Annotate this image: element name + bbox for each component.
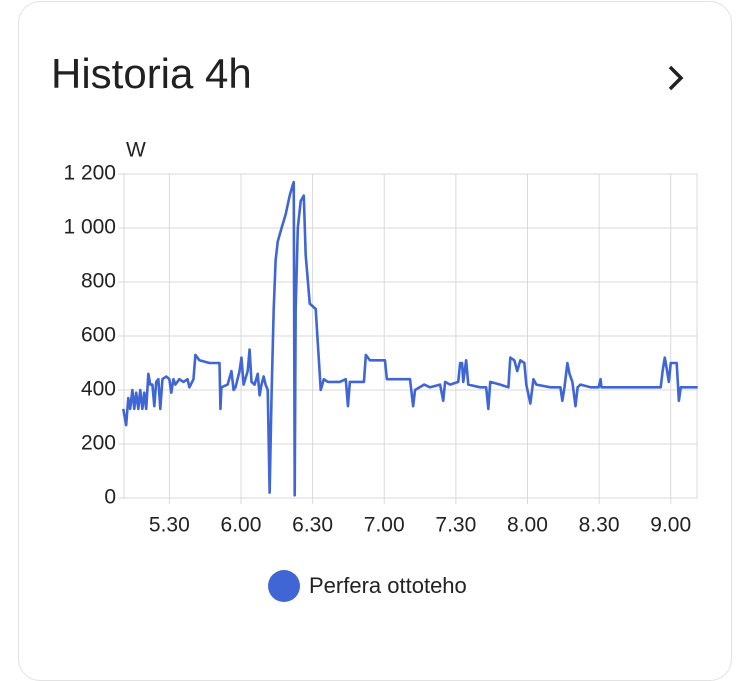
y-tick-label: 0 — [104, 486, 116, 509]
card-title: Historia 4h — [51, 50, 252, 97]
data-line — [121, 180, 698, 497]
y-tick-label: 600 — [81, 324, 116, 347]
y-tick-label: 800 — [81, 270, 116, 293]
page: Historia 4h W 0 200 400 600 800 1 000 1 200 5.3… — [18, 1, 732, 681]
x-tick-label: 6.30 — [292, 514, 333, 537]
history-card — [18, 1, 732, 681]
more-chevron[interactable] — [668, 65, 684, 91]
legend-label[interactable]: Perfera ottoteho — [309, 573, 467, 598]
x-tick-label: 7.00 — [364, 514, 405, 537]
y-axis-unit: W — [126, 139, 146, 162]
chart: W 0 200 400 600 800 1 000 1 200 5.30 6.00 6.30 7.0… — [63, 65, 698, 537]
y-tick-label: 1 000 — [63, 216, 116, 239]
y-tick-label: 400 — [81, 378, 116, 401]
y-tick-label: 200 — [81, 432, 116, 455]
y-tick-label: 1 200 — [63, 162, 116, 185]
x-tick-label: 5.30 — [149, 514, 190, 537]
x-tick-label: 9.00 — [650, 514, 691, 537]
x-tick-label: 8.30 — [579, 514, 620, 537]
x-tick-label: 8.00 — [507, 514, 548, 537]
legend: Perfera ottoteho — [268, 570, 467, 602]
x-tick-label: 6.00 — [221, 514, 262, 537]
x-tick-label: 7.30 — [435, 514, 476, 537]
legend-swatch[interactable] — [268, 570, 300, 602]
